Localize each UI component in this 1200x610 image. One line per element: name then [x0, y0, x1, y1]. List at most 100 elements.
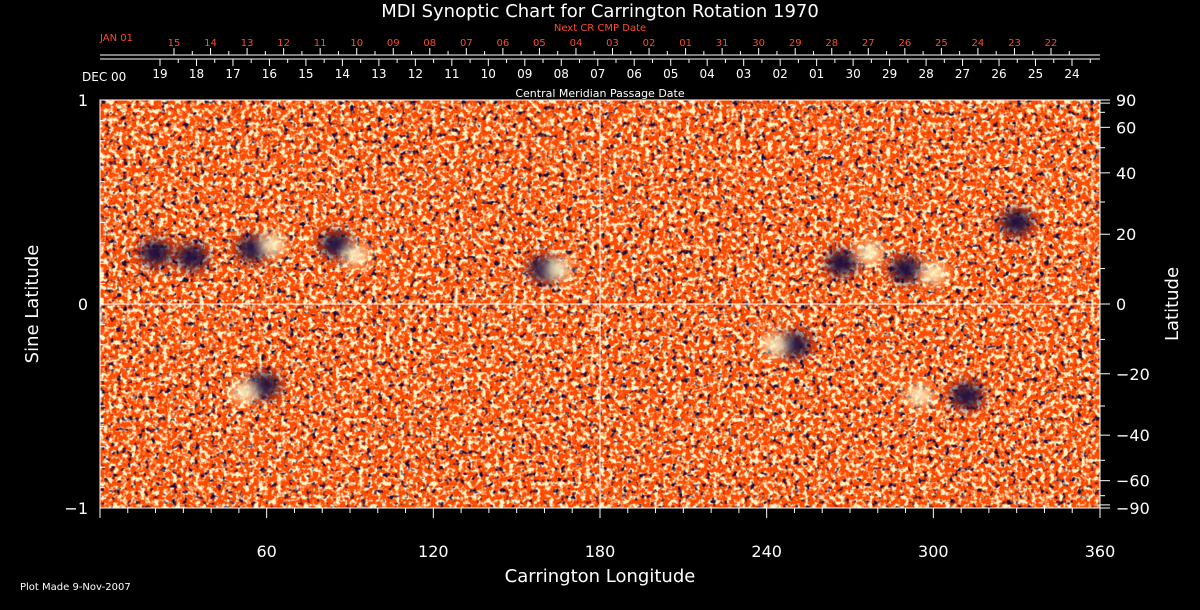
active-region-negative [1000, 209, 1033, 236]
next-tick-label: 26 [898, 38, 911, 49]
next-tick-label: 03 [606, 38, 619, 49]
cmp-tick-label: 14 [335, 67, 350, 81]
cmp-tick-label: 03 [736, 67, 751, 81]
cmp-tick-label: 09 [517, 67, 532, 81]
active-region-positive [259, 234, 286, 255]
cmp-tick-label: 27 [955, 67, 970, 81]
active-region-negative [778, 331, 811, 358]
next-tick-label: 31 [716, 38, 729, 49]
next-tick-label: 11 [314, 38, 327, 49]
next-tick-label: 12 [277, 38, 290, 49]
y-right-tick-label: 90 [1116, 91, 1136, 110]
active-region-positive [920, 263, 947, 284]
next-tick-label: 25 [935, 38, 948, 49]
y-left-tick-label: 1 [78, 91, 88, 110]
next-tick-label: 23 [1008, 38, 1021, 49]
y-right-tick-label: 40 [1116, 164, 1136, 183]
cmp-tick-label: 02 [773, 67, 788, 81]
next-tick-label: 02 [643, 38, 656, 49]
cmp-tick-label: 12 [408, 67, 423, 81]
cmp-axis-title: Central Meridian Passage Date [515, 87, 684, 100]
cmp-tick-label: 25 [1028, 67, 1043, 81]
cmp-tick-label: 17 [225, 67, 240, 81]
active-region-negative [950, 382, 983, 409]
x-tick-label: 300 [918, 542, 949, 561]
next-tick-label: 27 [862, 38, 875, 49]
next-tick-label: 14 [204, 38, 217, 49]
x-tick-label: 180 [585, 542, 616, 561]
active-region-negative [175, 244, 208, 271]
next-tick-label: 04 [570, 38, 583, 49]
next-tick-label: 30 [752, 38, 765, 49]
cmp-tick-label: 05 [663, 67, 678, 81]
next-tick-label: 10 [350, 38, 363, 49]
next-tick-label: 28 [825, 38, 838, 49]
cmp-tick-label: 29 [882, 67, 897, 81]
y-axis-left-label: Sine Latitude [22, 245, 43, 364]
y-axis-right: 90 60 40 20 0 −20 −40 −60 −90 [1100, 91, 1150, 518]
next-tick-label: 15 [168, 38, 181, 49]
cmp-tick-label: 24 [1064, 67, 1079, 81]
chart-title: MDI Synoptic Chart for Carrington Rotati… [381, 1, 819, 22]
next-tick-label: 05 [533, 38, 546, 49]
active-region-positive [762, 334, 788, 355]
cmp-tick-label: 04 [700, 67, 715, 81]
active-region-positive [856, 243, 883, 263]
next-tick-label: 09 [387, 38, 400, 49]
y-axis-left: 1 0 −1 [64, 91, 110, 518]
y-right-tick-label: 20 [1116, 225, 1136, 244]
cmp-tick-label: 26 [991, 67, 1006, 81]
cmp-tick-label: 06 [627, 67, 642, 81]
active-region-negative [825, 250, 858, 277]
active-region-positive [906, 385, 933, 406]
cmp-tick-label: 15 [298, 67, 313, 81]
y-right-tick-label: −60 [1116, 472, 1150, 491]
cmp-tick-label: 01 [809, 67, 824, 81]
next-tick-label: 13 [241, 38, 254, 49]
y-right-tick-label: −20 [1116, 365, 1150, 384]
active-region-positive [545, 259, 572, 280]
cmp-tick-label: 28 [918, 67, 933, 81]
next-tick-label: 29 [789, 38, 802, 49]
cmp-tick-label: 19 [152, 67, 167, 81]
next-tick-label: 07 [460, 38, 473, 49]
cmp-axis-first-label: DEC 00 [82, 70, 126, 84]
y-axis-right-label: Latitude [1162, 267, 1183, 341]
next-tick-label: 06 [497, 38, 510, 49]
active-region-positive [342, 245, 369, 266]
active-region-negative [139, 240, 172, 266]
active-regions [139, 209, 1033, 409]
y-right-tick-label: −40 [1116, 426, 1150, 445]
active-region-negative [889, 256, 922, 283]
cmp-tick-label: 13 [371, 67, 386, 81]
x-tick-label: 360 [1085, 542, 1116, 561]
y-right-tick-label: 0 [1116, 295, 1126, 314]
y-left-tick-label: 0 [78, 295, 88, 314]
next-tick-label: 08 [423, 38, 436, 49]
cmp-tick-label: 08 [554, 67, 569, 81]
cmp-tick-label: 18 [189, 67, 204, 81]
x-axis: 60 120 180 240 300 360 [99, 508, 1116, 561]
x-tick-label: 60 [256, 542, 276, 561]
active-region-positive [231, 381, 258, 402]
cmp-tick-label: 10 [481, 67, 496, 81]
x-tick-label: 120 [418, 542, 449, 561]
x-tick-label: 240 [751, 542, 782, 561]
next-cmp-date-axis: JAN 01 15 14 13 12 11 10 09 08 07 06 05 04 03 02 01 31 30… [99, 33, 1100, 56]
cmp-tick-label: 16 [262, 67, 277, 81]
cmp-tick-label: 07 [590, 67, 605, 81]
next-tick-label: 24 [972, 38, 985, 49]
y-right-tick-label: −90 [1116, 499, 1150, 518]
next-tick-label: 01 [679, 38, 692, 49]
x-axis-label: Carrington Longitude [505, 566, 696, 587]
cmp-tick-label: 30 [845, 67, 860, 81]
next-axis-first-label: JAN 01 [99, 33, 133, 44]
cmp-tick-label: 11 [444, 67, 459, 81]
plot-made-note: Plot Made 9-Nov-2007 [20, 582, 131, 593]
next-tick-label: 22 [1045, 38, 1058, 49]
cmp-date-axis: DEC 00 19 18 17 16 15 14 13 12 11 10 09 08 07 06 05 04 03… [82, 58, 1100, 84]
next-cmp-axis-title: Next CR CMP Date [554, 23, 646, 34]
y-left-tick-label: −1 [64, 499, 88, 518]
y-right-tick-label: 60 [1116, 118, 1136, 137]
